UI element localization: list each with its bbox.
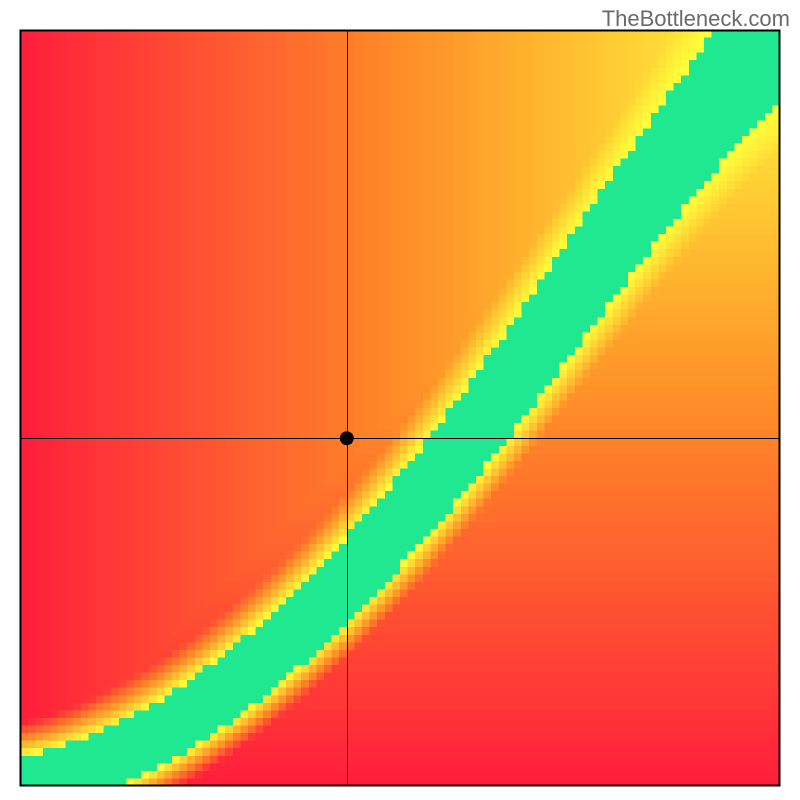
watermark-text: TheBottleneck.com — [602, 6, 790, 32]
crosshair-overlay — [0, 0, 800, 800]
chart-container: TheBottleneck.com — [0, 0, 800, 800]
